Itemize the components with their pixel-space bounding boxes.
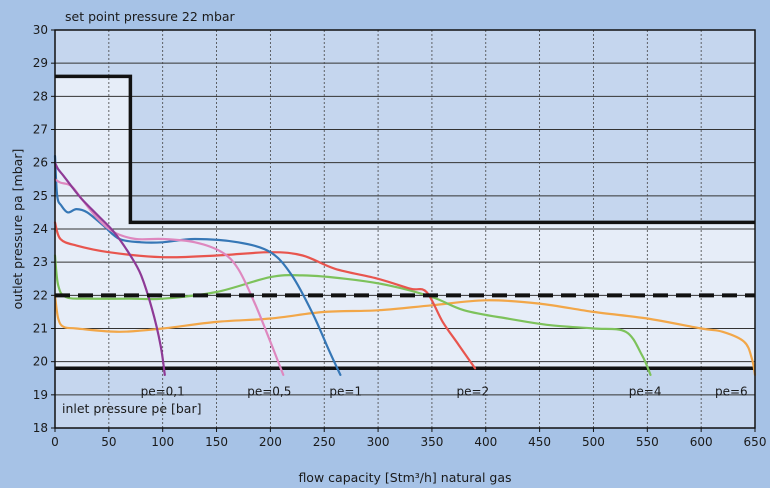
x-tick-label: 250 <box>313 435 336 449</box>
x-axis-label: flow capacity [Stm³/h] natural gas <box>298 470 511 485</box>
x-tick-label: 650 <box>744 435 767 449</box>
series-line-pe-4 <box>53 254 652 376</box>
x-tick-label: 450 <box>528 435 551 449</box>
series-label: pe=4 <box>629 385 662 399</box>
x-tick-label: 0 <box>51 435 59 449</box>
y-tick-label: 22 <box>33 288 48 302</box>
y-tick-label: 23 <box>33 255 48 269</box>
inlet-pressure-label: inlet pressure pe [bar] <box>62 401 201 416</box>
series-label: pe=0,5 <box>247 385 291 399</box>
y-tick-label: 25 <box>33 189 48 203</box>
series-label: pe=2 <box>456 385 489 399</box>
series-label: pe=6 <box>715 385 748 399</box>
y-tick-label: 28 <box>33 89 48 103</box>
y-tick-label: 30 <box>33 23 48 37</box>
series-line-pe-2 <box>53 221 477 370</box>
y-tick-label: 29 <box>33 56 48 70</box>
x-tick-label: 600 <box>690 435 713 449</box>
y-axis-label: outlet pressure pa [mbar] <box>10 149 25 310</box>
x-tick-label: 50 <box>101 435 116 449</box>
series-line-pe-0-1 <box>53 161 166 376</box>
y-tick-label: 21 <box>33 322 48 336</box>
x-tick-label: 400 <box>474 435 497 449</box>
x-tick-label: 150 <box>205 435 228 449</box>
x-tick-label: 500 <box>582 435 605 449</box>
x-tick-label: 200 <box>259 435 282 449</box>
chart-title: set point pressure 22 mbar <box>65 9 236 24</box>
x-tick-label: 550 <box>636 435 659 449</box>
series-line-pe-1 <box>53 154 342 376</box>
x-tick-label: 100 <box>151 435 174 449</box>
y-tick-label: 20 <box>33 355 48 369</box>
y-tick-label: 24 <box>33 222 48 236</box>
series-label: pe=0,1 <box>141 385 185 399</box>
series-line-pe-6 <box>53 294 757 376</box>
series-label: pe=1 <box>329 385 362 399</box>
y-tick-label: 27 <box>33 123 48 137</box>
y-tick-label: 18 <box>33 421 48 435</box>
x-tick-label: 300 <box>367 435 390 449</box>
band-upper-limit-line <box>55 74 755 225</box>
x-tick-label: 350 <box>420 435 443 449</box>
y-tick-label: 26 <box>33 156 48 170</box>
y-tick-label: 19 <box>33 388 48 402</box>
